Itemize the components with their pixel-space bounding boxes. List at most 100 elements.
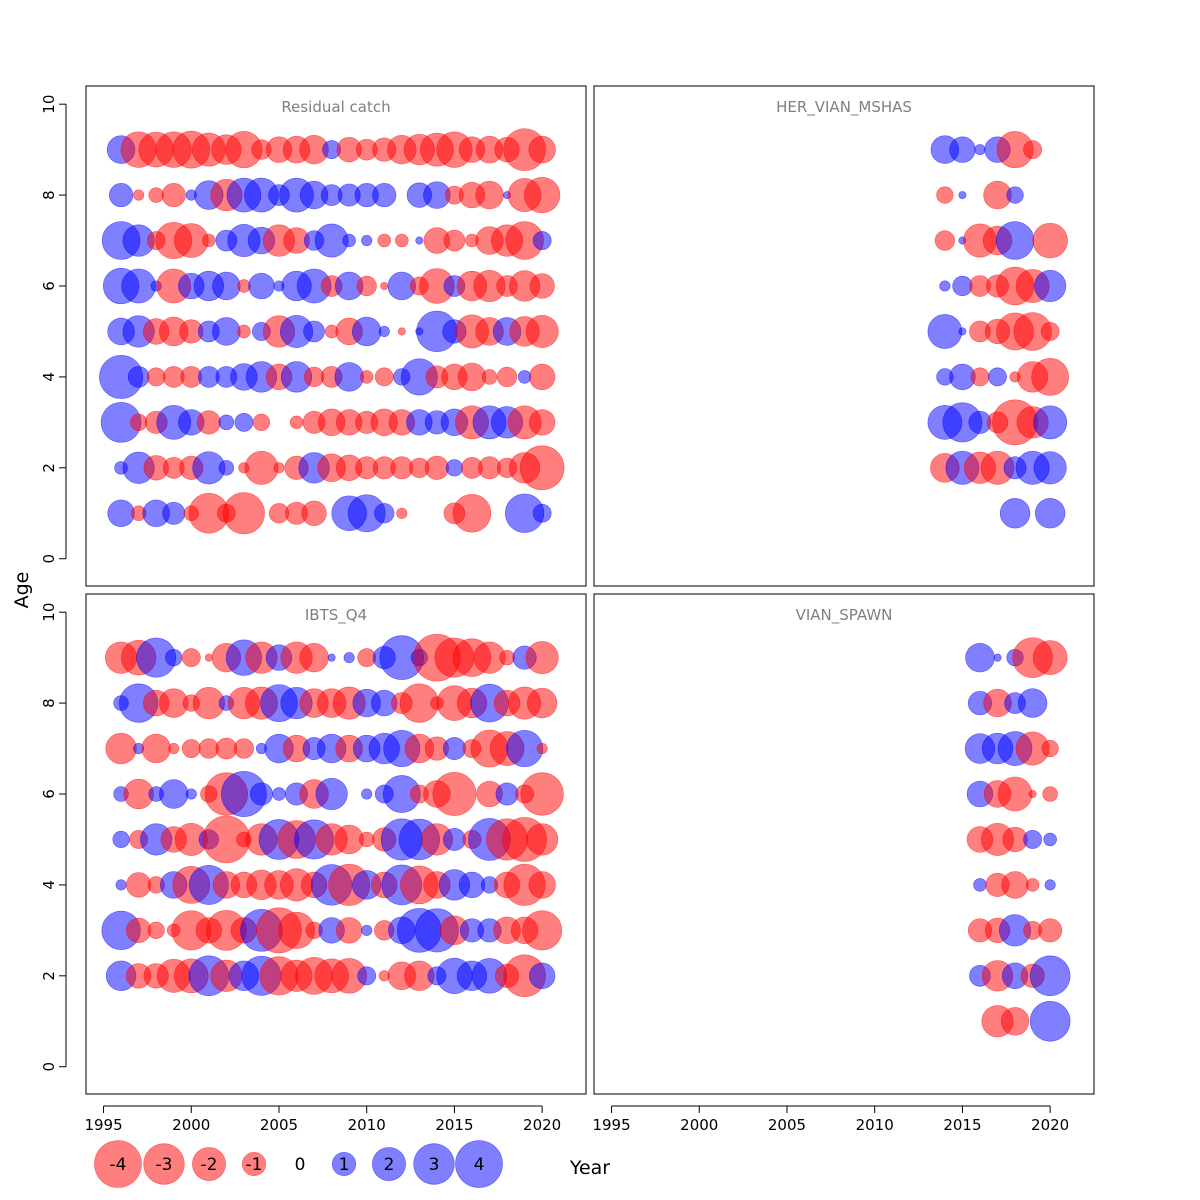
- x-tick-label: 2000: [680, 1116, 718, 1134]
- residual-bubble: [1029, 955, 1071, 997]
- residual-bubble: [234, 412, 254, 432]
- x-tick-label: 2000: [172, 1116, 210, 1134]
- residual-bubble: [927, 314, 963, 349]
- residual-bubble: [1017, 688, 1048, 718]
- residual-bubble: [161, 183, 186, 208]
- residual-bubble: [395, 233, 409, 248]
- residual-bubble: [127, 366, 150, 388]
- residual-bubble: [204, 653, 213, 662]
- residual-bubble: [289, 415, 304, 430]
- residual-bubble: [526, 687, 558, 719]
- residual-bubble: [109, 183, 134, 208]
- residual-bubble: [1023, 830, 1042, 849]
- panel-title: IBTS_Q4: [305, 606, 367, 625]
- y-tick-label: 2: [40, 971, 58, 981]
- residual-bubble: [496, 366, 518, 388]
- y-tick-label: 6: [40, 789, 58, 799]
- residual-bubble: [1034, 498, 1066, 529]
- y-tick-label: 8: [40, 190, 58, 200]
- residual-bubble: [361, 924, 373, 936]
- residual-bubble: [442, 737, 466, 760]
- residual-bubble: [202, 233, 216, 248]
- residual-bubble: [1028, 789, 1037, 799]
- legend-bubble: [413, 1143, 455, 1185]
- y-tick-label: 4: [40, 372, 58, 382]
- residual-bubble: [993, 653, 1002, 662]
- residual-bubble: [248, 272, 275, 300]
- residual-bubble: [936, 186, 954, 204]
- x-tick-label: 2020: [523, 1116, 561, 1134]
- residual-bubble: [126, 872, 152, 898]
- residual-bubble: [452, 494, 492, 533]
- residual-bubble: [162, 501, 186, 525]
- residual-bubble: [374, 503, 395, 524]
- residual-bubble: [181, 648, 201, 668]
- x-tick-label: 1995: [592, 1116, 630, 1134]
- x-tick-label: 1995: [84, 1116, 122, 1134]
- residual-bubble: [525, 314, 559, 348]
- residual-bubble: [112, 830, 130, 849]
- residual-bubble: [1034, 269, 1067, 303]
- legend-label: -2: [201, 1155, 218, 1175]
- y-tick-label: 2: [40, 463, 58, 473]
- residual-bubble: [372, 183, 397, 208]
- residual-bubble: [519, 445, 565, 491]
- residual-bubble: [361, 788, 373, 800]
- residual-bubble: [233, 738, 255, 759]
- x-tick-label: 2015: [943, 1116, 981, 1134]
- residual-bubble: [415, 236, 424, 245]
- legend-label: 3: [429, 1155, 440, 1175]
- residual-bubble: [215, 737, 238, 760]
- residual-bubble: [958, 191, 967, 200]
- residual-bubble: [970, 367, 990, 387]
- panel-frame: [593, 593, 1095, 1095]
- residual-bubble: [218, 414, 235, 431]
- residual-bubble: [445, 459, 464, 477]
- residual-bubble: [524, 176, 561, 214]
- residual-bubble: [272, 787, 286, 801]
- residual-bubble: [244, 450, 279, 485]
- residual-bubble: [148, 187, 164, 203]
- residual-bubble: [1023, 140, 1042, 160]
- residual-bubble: [359, 370, 374, 384]
- residual-bubble: [499, 649, 515, 666]
- legend-label: -4: [110, 1155, 127, 1175]
- residual-bubble: [536, 742, 548, 755]
- residual-bubble: [995, 221, 1035, 260]
- legend-label: 2: [384, 1155, 395, 1175]
- legend-bubble: [372, 1147, 406, 1181]
- legend-label: -1: [246, 1155, 263, 1175]
- residual-bubble: [222, 492, 265, 535]
- residual-bubble: [529, 273, 555, 299]
- residual-bubble: [934, 230, 956, 251]
- legend-label: 4: [474, 1155, 485, 1175]
- residual-bubble: [358, 831, 375, 848]
- residual-bubble: [273, 462, 285, 474]
- x-tick-label: 2005: [260, 1116, 298, 1134]
- residual-bubble: [299, 642, 329, 673]
- residual-bubble: [212, 271, 241, 301]
- residual-bubble: [196, 410, 221, 435]
- residual-bubble: [352, 316, 382, 347]
- residual-bubble: [1041, 739, 1059, 758]
- y-tick-label: 0: [40, 554, 58, 564]
- panel-frame: [85, 593, 587, 1095]
- residual-bubble: [528, 363, 556, 391]
- residual-bubble: [168, 742, 180, 755]
- residual-bubble: [1033, 451, 1067, 485]
- y-tick-label: 10: [40, 603, 58, 622]
- legend-label: 1: [339, 1155, 350, 1175]
- residual-bubble: [958, 327, 967, 336]
- panel-title: Residual catch: [281, 98, 390, 116]
- residual-bubble: [105, 732, 137, 765]
- residual-bubble: [1032, 222, 1068, 259]
- residual-bubble: [1001, 871, 1029, 899]
- residual-bubble: [185, 788, 197, 800]
- residual-bubble: [356, 275, 377, 297]
- residual-bubble: [327, 653, 336, 662]
- residual-bubble: [146, 367, 166, 387]
- x-tick-label: 2020: [1031, 1116, 1069, 1134]
- residual-bubble: [973, 878, 987, 892]
- residual-bubble: [997, 776, 1033, 812]
